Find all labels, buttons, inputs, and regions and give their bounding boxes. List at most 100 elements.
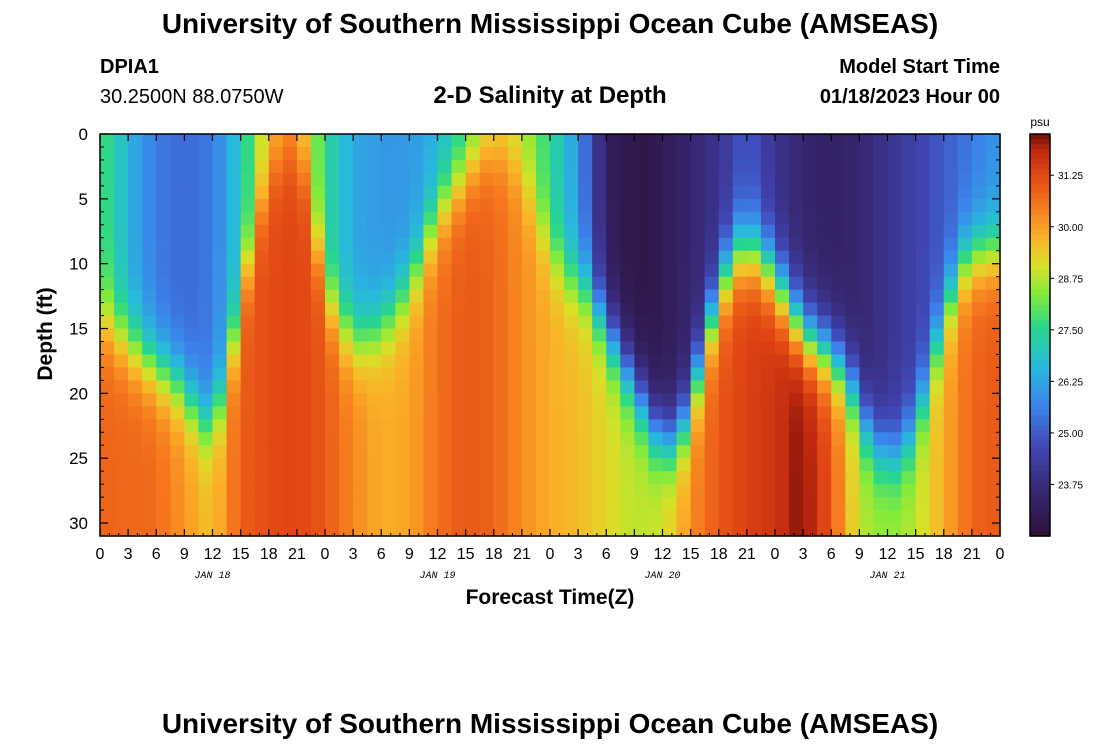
heatmap-cell bbox=[578, 134, 593, 148]
heatmap-cell bbox=[240, 250, 256, 265]
heatmap-cell bbox=[493, 146, 509, 161]
heatmap-cell bbox=[268, 172, 284, 187]
heatmap-cell bbox=[451, 497, 467, 511]
heatmap-cell bbox=[620, 198, 635, 213]
heatmap-cell bbox=[479, 406, 495, 420]
heatmap-cell bbox=[353, 419, 368, 433]
heatmap-cell bbox=[353, 523, 368, 537]
heatmap-cell bbox=[817, 276, 832, 291]
heatmap-cell bbox=[831, 198, 846, 213]
heatmap-cell bbox=[901, 328, 917, 343]
heatmap-cell bbox=[100, 250, 115, 265]
heatmap-cell bbox=[423, 276, 439, 291]
heatmap-cell bbox=[943, 159, 959, 174]
heatmap-cell bbox=[465, 380, 481, 394]
heatmap-cell bbox=[564, 302, 579, 317]
heatmap-cell bbox=[296, 354, 312, 369]
heatmap-cell bbox=[859, 224, 875, 239]
heatmap-cell bbox=[142, 146, 157, 161]
heatmap-cell bbox=[282, 471, 298, 485]
heatmap-cell bbox=[325, 523, 340, 537]
heatmap-cell bbox=[915, 419, 931, 433]
heatmap-cell bbox=[268, 224, 284, 239]
heatmap-cell bbox=[845, 497, 860, 511]
heatmap-cell bbox=[957, 134, 973, 148]
x-tick-label: 18 bbox=[935, 546, 953, 563]
heatmap-cell bbox=[620, 134, 635, 148]
heatmap-cell bbox=[100, 354, 115, 369]
heatmap-cell bbox=[620, 237, 635, 252]
heatmap-cell bbox=[212, 497, 228, 511]
heatmap-cell bbox=[564, 185, 579, 200]
heatmap-cell bbox=[760, 328, 776, 343]
heatmap-cell bbox=[957, 159, 973, 174]
heatmap-cell bbox=[943, 523, 959, 537]
heatmap-cell bbox=[901, 419, 917, 433]
heatmap-cell bbox=[957, 471, 973, 485]
heatmap-cell bbox=[592, 393, 607, 407]
heatmap-cell bbox=[451, 302, 467, 317]
heatmap-cell bbox=[381, 432, 396, 446]
colorbar-segment bbox=[1030, 430, 1050, 437]
heatmap-cell bbox=[128, 302, 143, 317]
heatmap-cell bbox=[100, 276, 115, 291]
heatmap-cell bbox=[535, 406, 551, 420]
heatmap-cell bbox=[226, 354, 242, 369]
heatmap-cell bbox=[760, 419, 776, 433]
heatmap-cell bbox=[662, 328, 678, 343]
heatmap-cell bbox=[676, 237, 692, 252]
heatmap-cell bbox=[184, 276, 200, 291]
heatmap-cell bbox=[212, 302, 228, 317]
heatmap-cell bbox=[634, 341, 650, 356]
heatmap-cell bbox=[648, 484, 664, 498]
heatmap-cell bbox=[634, 146, 650, 161]
heatmap-cell bbox=[873, 419, 889, 433]
heatmap-cell bbox=[310, 393, 326, 407]
heatmap-cell bbox=[929, 458, 945, 472]
heatmap-cell bbox=[451, 172, 467, 187]
heatmap-cell bbox=[859, 134, 875, 148]
heatmap-cell bbox=[564, 159, 579, 174]
heatmap-cell bbox=[296, 224, 312, 239]
heatmap-cell bbox=[465, 211, 481, 226]
heatmap-cell bbox=[437, 315, 453, 330]
heatmap-cell bbox=[100, 289, 115, 304]
heatmap-cell bbox=[451, 510, 467, 524]
heatmap-cell bbox=[254, 341, 270, 356]
heatmap-cell bbox=[859, 289, 875, 304]
heatmap-cell bbox=[325, 276, 340, 291]
heatmap-cell bbox=[325, 458, 340, 472]
heatmap-cell bbox=[760, 237, 776, 252]
heatmap-cell bbox=[718, 146, 734, 161]
heatmap-cell bbox=[100, 237, 115, 252]
colorbar-segment bbox=[1030, 244, 1050, 251]
heatmap-cell bbox=[718, 510, 734, 524]
heatmap-cell bbox=[901, 393, 917, 407]
heatmap-cell bbox=[718, 172, 734, 187]
heatmap-cell bbox=[606, 406, 621, 420]
heatmap-cell bbox=[240, 315, 256, 330]
heatmap-cell bbox=[395, 341, 410, 356]
heatmap-cell bbox=[114, 224, 129, 239]
colorbar-segment bbox=[1030, 164, 1050, 170]
heatmap-cell bbox=[985, 172, 1001, 187]
heatmap-cell bbox=[100, 134, 115, 148]
heatmap-cell bbox=[310, 250, 326, 265]
heatmap-cell bbox=[507, 471, 523, 485]
heatmap-cell bbox=[170, 380, 185, 394]
heatmap-cell bbox=[901, 406, 917, 420]
heatmap-cell bbox=[479, 250, 495, 265]
heatmap-cell bbox=[381, 328, 396, 343]
x-axis-label: Forecast Time(Z) bbox=[466, 586, 635, 609]
heatmap-cell bbox=[240, 471, 256, 485]
heatmap-cell bbox=[915, 224, 931, 239]
heatmap-cell bbox=[507, 289, 523, 304]
heatmap-cell bbox=[662, 250, 678, 265]
heatmap-cell bbox=[128, 328, 143, 343]
heatmap-cell bbox=[803, 354, 818, 369]
heatmap-cell bbox=[957, 289, 973, 304]
colorbar-segment bbox=[1030, 465, 1050, 472]
heatmap-cell bbox=[732, 185, 748, 200]
heatmap-cell bbox=[564, 380, 579, 394]
heatmap-cell bbox=[620, 328, 635, 343]
